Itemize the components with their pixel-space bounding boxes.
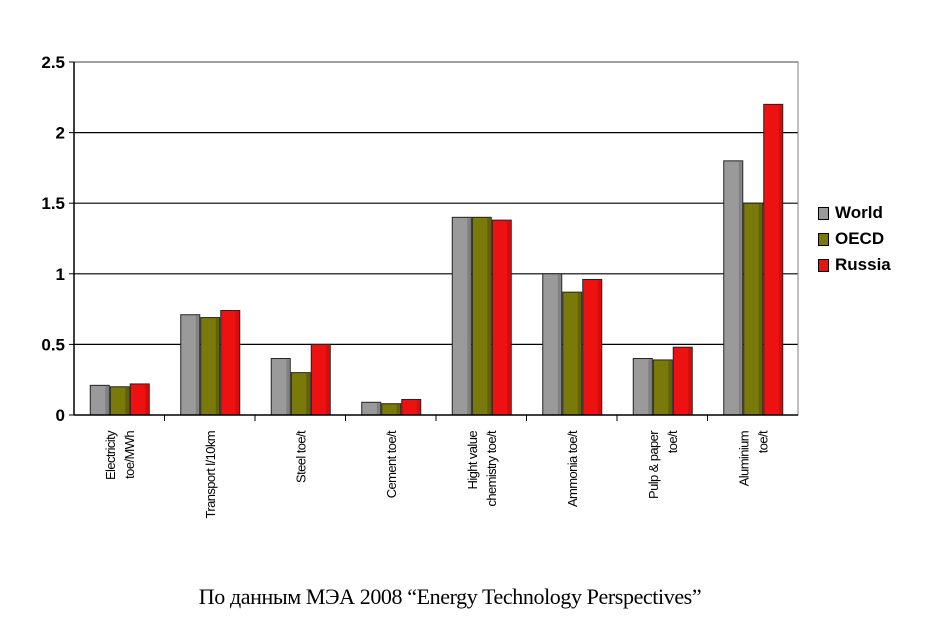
axes: [69, 61, 799, 421]
legend-swatch-oecd: [818, 232, 829, 246]
bar-shade: [557, 274, 561, 414]
x-category-label: Aluminium: [736, 431, 751, 486]
bar-shade: [487, 218, 491, 414]
legend-item-russia: Russia: [818, 252, 891, 278]
gridlines: [74, 61, 798, 345]
x-category-label: Electricity: [103, 430, 118, 480]
bar-shade: [235, 311, 239, 414]
bar-shade: [306, 373, 310, 414]
x-category-label: Ammonia toe/t: [565, 430, 580, 507]
bar-shade: [648, 359, 652, 414]
bar-shade: [286, 359, 290, 414]
bars: [89, 103, 784, 416]
x-category-label: toe/MWh: [122, 431, 137, 479]
legend-item-world: World: [818, 200, 891, 226]
y-tick-label: 0: [56, 406, 65, 425]
bar-shade: [215, 318, 219, 414]
bar-shade: [467, 218, 471, 414]
bar-shade: [125, 387, 129, 414]
legend-swatch-world: [818, 206, 829, 220]
bar-shade: [195, 315, 199, 414]
x-category-label: Cement toe/t: [384, 430, 399, 498]
bar-shade: [758, 204, 762, 414]
bar-shade: [778, 105, 782, 415]
bar-shade: [145, 384, 149, 414]
bar-shade: [416, 400, 420, 414]
bar-shade: [396, 404, 400, 414]
x-category-label: Steel toe/t: [293, 430, 308, 483]
bar-shade: [668, 360, 672, 414]
y-tick-labels: 0 0.5 1 1.5 2 2.5: [41, 53, 65, 425]
bar-shade: [376, 403, 380, 414]
legend-label-russia: Russia: [835, 255, 891, 274]
x-category-label: Pulp & paper: [646, 430, 661, 499]
caption: По данным МЭА 2008 “Energy Technology Pe…: [198, 584, 702, 609]
bar-shade: [738, 161, 742, 414]
x-category-label: Transport l/10km: [203, 431, 218, 518]
legend-swatch-russia: [818, 258, 829, 272]
x-category-label: Hight value: [465, 431, 480, 490]
bar-shade: [105, 386, 109, 414]
x-category-label: chemistry toe/t: [484, 430, 499, 507]
y-tick-label: 2: [56, 124, 65, 143]
bar-shade: [597, 280, 601, 414]
y-tick-label: 0.5: [41, 335, 65, 354]
y-tick-label: 1.5: [41, 194, 65, 213]
x-category-label: toe/t: [665, 430, 680, 453]
y-tick-label: 2.5: [41, 53, 65, 72]
y-tick-label: 1: [56, 265, 65, 284]
legend: World OECD Russia: [818, 200, 891, 278]
x-category-label: toe/t: [755, 430, 770, 453]
legend-label-world: World: [835, 203, 883, 222]
category-labels: Electricity toe/MWh Transport l/10km Steel …: [103, 430, 771, 519]
legend-item-oecd: OECD: [818, 226, 891, 252]
legend-label-oecd: OECD: [835, 229, 885, 248]
bar-shade: [688, 348, 692, 414]
bar-shade: [507, 221, 511, 414]
bar-shade: [326, 345, 330, 414]
bar-shade: [577, 293, 581, 414]
